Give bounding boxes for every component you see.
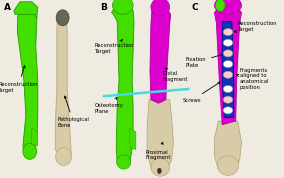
Ellipse shape <box>112 0 133 14</box>
Text: Distal
Fragment: Distal Fragment <box>162 68 188 82</box>
Polygon shape <box>214 121 241 174</box>
Polygon shape <box>14 2 38 18</box>
Text: Proximal
Fragment: Proximal Fragment <box>145 142 171 160</box>
Ellipse shape <box>23 143 37 159</box>
Text: Osteotomy
Plane: Osteotomy Plane <box>95 97 124 114</box>
Text: Fragments
aligned to
anatomical
position: Fragments aligned to anatomical position <box>237 68 269 90</box>
Polygon shape <box>130 128 136 150</box>
Ellipse shape <box>217 156 239 175</box>
Ellipse shape <box>223 50 233 57</box>
Ellipse shape <box>223 85 233 93</box>
Text: Reconstruction
Target: Reconstruction Target <box>235 21 277 32</box>
Polygon shape <box>214 4 241 125</box>
Text: Pathological
Bone: Pathological Bone <box>58 96 89 128</box>
Polygon shape <box>32 128 38 146</box>
Text: Reconstruction
Target: Reconstruction Target <box>0 66 37 93</box>
Text: Fixation
Plate: Fixation Plate <box>185 54 222 68</box>
Text: Screws: Screws <box>183 82 220 103</box>
Text: C: C <box>191 3 198 12</box>
Ellipse shape <box>223 71 233 78</box>
Ellipse shape <box>223 28 233 36</box>
Text: A: A <box>4 3 11 12</box>
Polygon shape <box>222 21 234 117</box>
Ellipse shape <box>214 0 241 14</box>
Ellipse shape <box>56 148 72 166</box>
Polygon shape <box>17 7 38 157</box>
Polygon shape <box>150 4 171 103</box>
Ellipse shape <box>223 39 233 46</box>
Ellipse shape <box>151 158 170 176</box>
Ellipse shape <box>117 155 131 169</box>
Text: B: B <box>100 3 107 12</box>
Polygon shape <box>112 4 134 167</box>
Text: Reconstruction
Target: Reconstruction Target <box>95 40 134 54</box>
Ellipse shape <box>223 96 233 103</box>
Ellipse shape <box>151 0 170 16</box>
Polygon shape <box>147 100 174 173</box>
Ellipse shape <box>223 61 233 68</box>
Polygon shape <box>55 14 71 164</box>
Ellipse shape <box>56 10 69 26</box>
Ellipse shape <box>216 0 225 12</box>
Ellipse shape <box>157 168 161 174</box>
Ellipse shape <box>223 107 233 114</box>
